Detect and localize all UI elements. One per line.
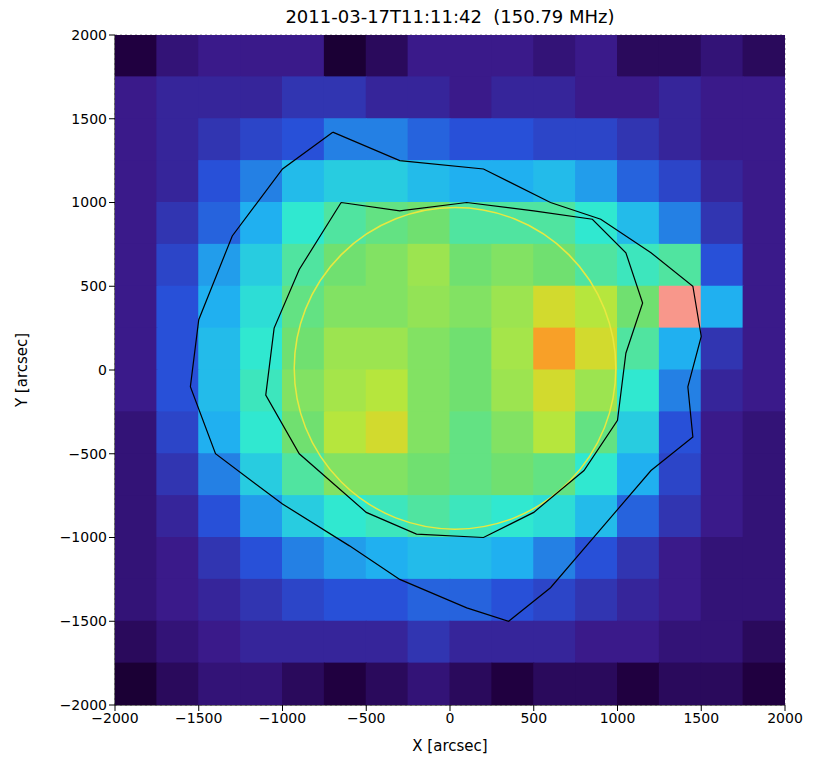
svg-text:−2000: −2000 [60,697,107,713]
svg-text:−1500: −1500 [175,710,222,726]
svg-text:1000: 1000 [71,194,107,210]
svg-text:Y [arcsec]: Y [arcsec] [13,333,31,408]
html-text:2011-03-17T11:11:42 (150.79 MH: 2011-03-17T11:11:42 (150.79 MHz) [285,6,615,27]
svg-text:500: 500 [80,278,107,294]
svg-text:−2000: −2000 [91,709,139,726]
svg-text:−500: −500 [69,446,107,462]
svg-text:1500: 1500 [683,710,719,726]
svg-text:500: 500 [520,710,547,726]
svg-text:0: 0 [446,710,455,726]
svg-text:0: 0 [98,362,107,378]
svg-text:−1000: −1000 [259,710,306,726]
svg-text:2000: 2000 [71,27,107,43]
svg-text:−1500: −1500 [60,613,107,629]
svg-text:2000: 2000 [767,710,803,726]
svg-text:1500: 1500 [71,111,107,127]
svg-text:X [arcsec]: X [arcsec] [412,737,487,755]
svg-text:1000: 1000 [600,710,636,726]
svg-text:−500: −500 [347,710,385,726]
svg-text:−1000: −1000 [60,529,107,545]
